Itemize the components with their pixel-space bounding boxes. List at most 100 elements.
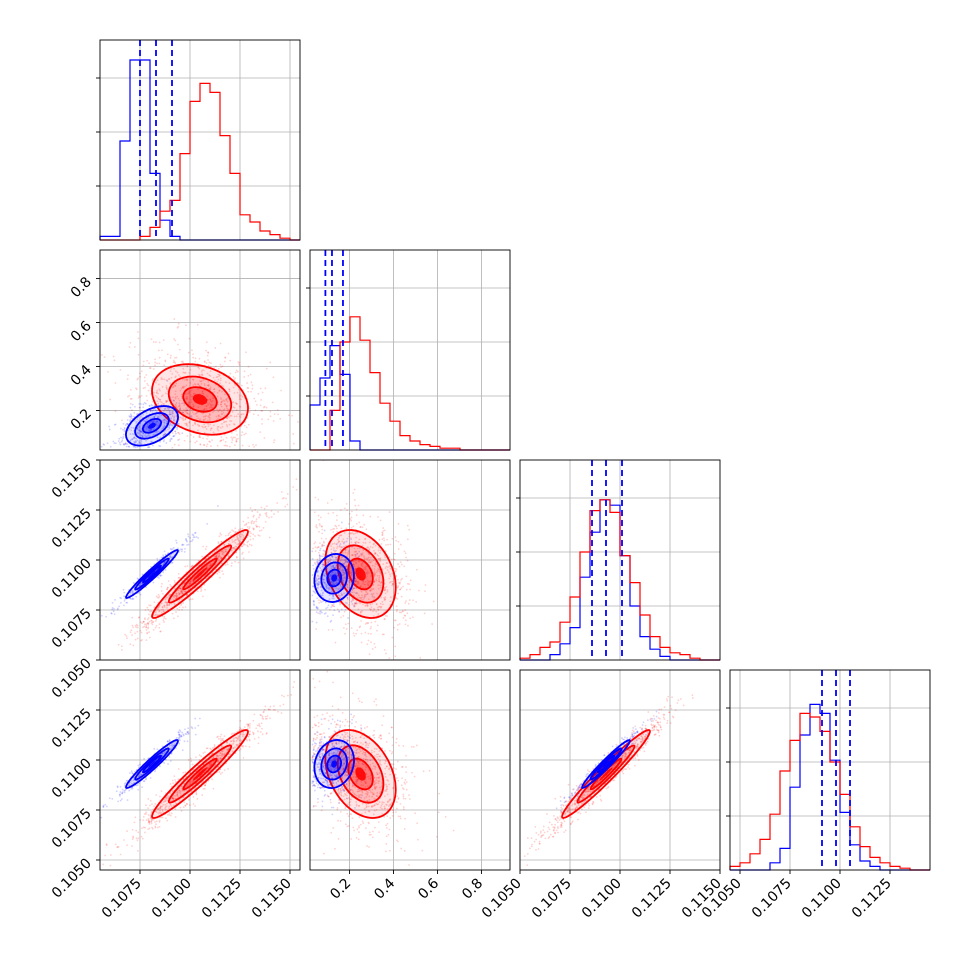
x-tick-label: 0.1100: [579, 876, 625, 922]
x-tick-label: 0.1050: [479, 876, 525, 922]
blue-contour: [326, 568, 342, 588]
scatter-panel: [100, 670, 300, 870]
grid-lines: [520, 670, 720, 870]
red-contour: [192, 767, 208, 781]
histogram-panel: [96, 39, 301, 241]
blue-contour: [320, 747, 348, 781]
grid-lines: [100, 460, 300, 660]
blue-contour: [581, 739, 631, 789]
x-tick-label: 0.2: [327, 876, 354, 903]
blue-contour: [320, 561, 348, 595]
blue-contour: [134, 747, 170, 781]
red-histogram: [729, 712, 930, 871]
blue-contour: [148, 570, 156, 578]
panel-frame: [99, 39, 301, 241]
red-contour: [182, 557, 218, 591]
scatter-panel: [310, 460, 510, 660]
histogram-panel: [726, 669, 931, 871]
grid-lines: [100, 250, 300, 450]
scatter-panel: [100, 250, 300, 450]
panel-frame: [309, 669, 511, 871]
x-tick-label: 0.1100: [799, 876, 845, 922]
red-contour: [151, 529, 249, 619]
blue-contour: [134, 557, 170, 591]
red-histogram: [519, 499, 720, 661]
red-contour: [192, 567, 208, 581]
blue-contour: [141, 754, 162, 774]
x-tick-label: 0.1150: [249, 876, 295, 922]
blue-contour: [134, 412, 170, 440]
y-tick-label: 0.1075: [49, 806, 95, 852]
y-tick-label: 0.1075: [49, 606, 95, 652]
x-tick-label: 0.1125: [629, 876, 675, 922]
red-contour: [167, 744, 233, 804]
y-tick-label: 0.1150: [49, 456, 95, 502]
panel-frame: [99, 669, 301, 871]
blue-contour: [589, 747, 623, 781]
red-contour: [192, 394, 208, 405]
y-tick-label: 0.1100: [49, 556, 95, 602]
x-tick-label: 0.1125: [849, 876, 895, 922]
blue-histogram: [730, 703, 930, 871]
y-tick-label: 0.1125: [49, 506, 95, 552]
blue-contour: [326, 754, 342, 774]
x-tick-label: 0.1075: [99, 876, 145, 922]
grid-lines: [100, 670, 300, 870]
red-contour: [336, 544, 385, 604]
red-contour: [347, 757, 374, 791]
blue-contour: [142, 564, 163, 584]
panel-frame: [519, 459, 721, 661]
blue-contour: [125, 405, 179, 447]
red-contour: [151, 729, 249, 819]
red-contour: [182, 757, 218, 791]
blue-contour: [148, 422, 156, 429]
x-tick-label: 0.6: [415, 875, 442, 902]
red-contour: [324, 529, 397, 619]
grid-lines: [100, 40, 300, 240]
x-tick-label: 0.4: [371, 875, 398, 902]
blue-contour: [141, 418, 162, 434]
panel-frame: [309, 249, 511, 451]
blue-contour: [125, 739, 179, 789]
grid-lines: [520, 460, 720, 660]
red-histogram: [310, 316, 510, 451]
y-tick-label: 0.1050: [49, 656, 95, 702]
grid-lines: [310, 670, 510, 870]
blue-contour: [331, 760, 338, 768]
x-tick-label: 0.1075: [529, 876, 575, 922]
red-contour: [355, 567, 366, 581]
y-tick-label: 0.1100: [49, 756, 95, 802]
red-contour: [167, 544, 233, 604]
red-contour: [355, 767, 366, 781]
blue-contour: [148, 760, 156, 768]
scatter-panel: [310, 670, 510, 870]
red-contour: [167, 375, 233, 424]
y-tick-label: 0.8: [68, 274, 95, 301]
y-tick-label: 0.1050: [49, 856, 95, 902]
blue-contour: [313, 739, 355, 789]
x-tick-label: 0.1125: [199, 876, 245, 922]
red-histogram: [100, 82, 300, 241]
y-tick-label: 0.1125: [49, 706, 95, 752]
blue-contour: [331, 574, 338, 582]
blue-histogram: [520, 499, 720, 661]
scatter-panel: [100, 460, 300, 660]
y-tick-label: 0.4: [68, 362, 95, 389]
red-contour: [599, 767, 613, 781]
blue-contour: [602, 760, 610, 768]
blue-contour: [596, 754, 616, 774]
x-tick-label: 0.1075: [749, 876, 795, 922]
x-tick-label: 0.1100: [149, 876, 195, 922]
blue-contour: [125, 549, 179, 599]
panel-frame: [729, 669, 931, 871]
y-tick-label: 0.2: [68, 406, 95, 433]
panel-frame: [99, 249, 301, 451]
x-tick-label: 0.8: [459, 876, 486, 903]
panel-frame: [309, 459, 511, 661]
scatter-panel: [520, 670, 720, 870]
histogram-panel: [306, 249, 511, 451]
red-contour: [182, 386, 218, 413]
y-tick-label: 0.6: [68, 318, 95, 345]
histogram-panel: [516, 459, 721, 661]
